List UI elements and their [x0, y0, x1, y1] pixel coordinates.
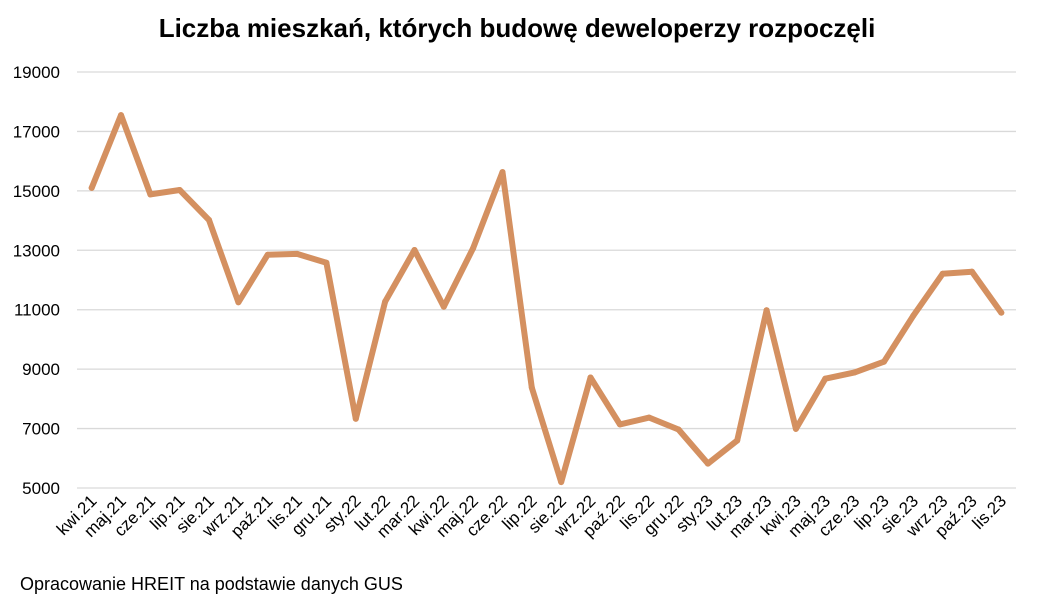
data-point: [235, 299, 242, 306]
data-point: [851, 369, 858, 376]
gridlines: [77, 71, 1016, 489]
x-axis-ticks: kwi.21maj.21cze.21lip.21sie.21wrz.21paź.…: [53, 491, 1010, 541]
data-point: [528, 384, 535, 391]
data-point: [880, 358, 887, 365]
chart-title: Liczba mieszkań, których budowę dewelope…: [159, 13, 876, 43]
data-point: [382, 298, 389, 305]
data-point: [587, 374, 594, 381]
data-point: [646, 414, 653, 421]
data-point: [704, 460, 711, 467]
series-layer: [88, 112, 1005, 486]
data-point: [998, 309, 1005, 316]
source-note: Opracowanie HREIT na podstawie danych GU…: [20, 574, 403, 594]
y-tick-label: 5000: [22, 479, 60, 498]
data-point: [411, 246, 418, 253]
data-point: [147, 191, 154, 198]
data-point: [206, 216, 213, 223]
y-tick-label: 11000: [14, 301, 60, 320]
data-point: [968, 268, 975, 275]
data-point: [264, 251, 271, 258]
data-point: [499, 169, 506, 176]
data-point: [118, 112, 125, 119]
data-point: [616, 421, 623, 428]
data-point: [939, 270, 946, 277]
y-tick-label: 15000: [13, 182, 60, 201]
data-point: [675, 426, 682, 433]
data-point: [558, 479, 565, 486]
data-point: [352, 415, 359, 422]
data-point: [440, 303, 447, 310]
y-tick-label: 9000: [22, 360, 60, 379]
y-tick-label: 7000: [22, 420, 60, 439]
data-point: [176, 186, 183, 193]
series-line: [88, 112, 1005, 486]
data-point: [822, 375, 829, 382]
y-tick-label: 19000: [13, 63, 60, 82]
data-point: [910, 312, 917, 319]
data-point: [763, 307, 770, 314]
data-point: [88, 184, 95, 191]
data-point: [294, 250, 301, 257]
data-point: [792, 425, 799, 432]
data-point: [323, 259, 330, 266]
data-point: [470, 245, 477, 252]
data-point: [734, 437, 741, 444]
x-tick-label: lis.23: [969, 491, 1010, 532]
y-tick-label: 17000: [13, 122, 60, 141]
y-axis-ticks: 5000 7000 9000 11000 13000 15000 17000 19000: [13, 63, 60, 498]
y-tick-label: 13000: [13, 241, 60, 260]
